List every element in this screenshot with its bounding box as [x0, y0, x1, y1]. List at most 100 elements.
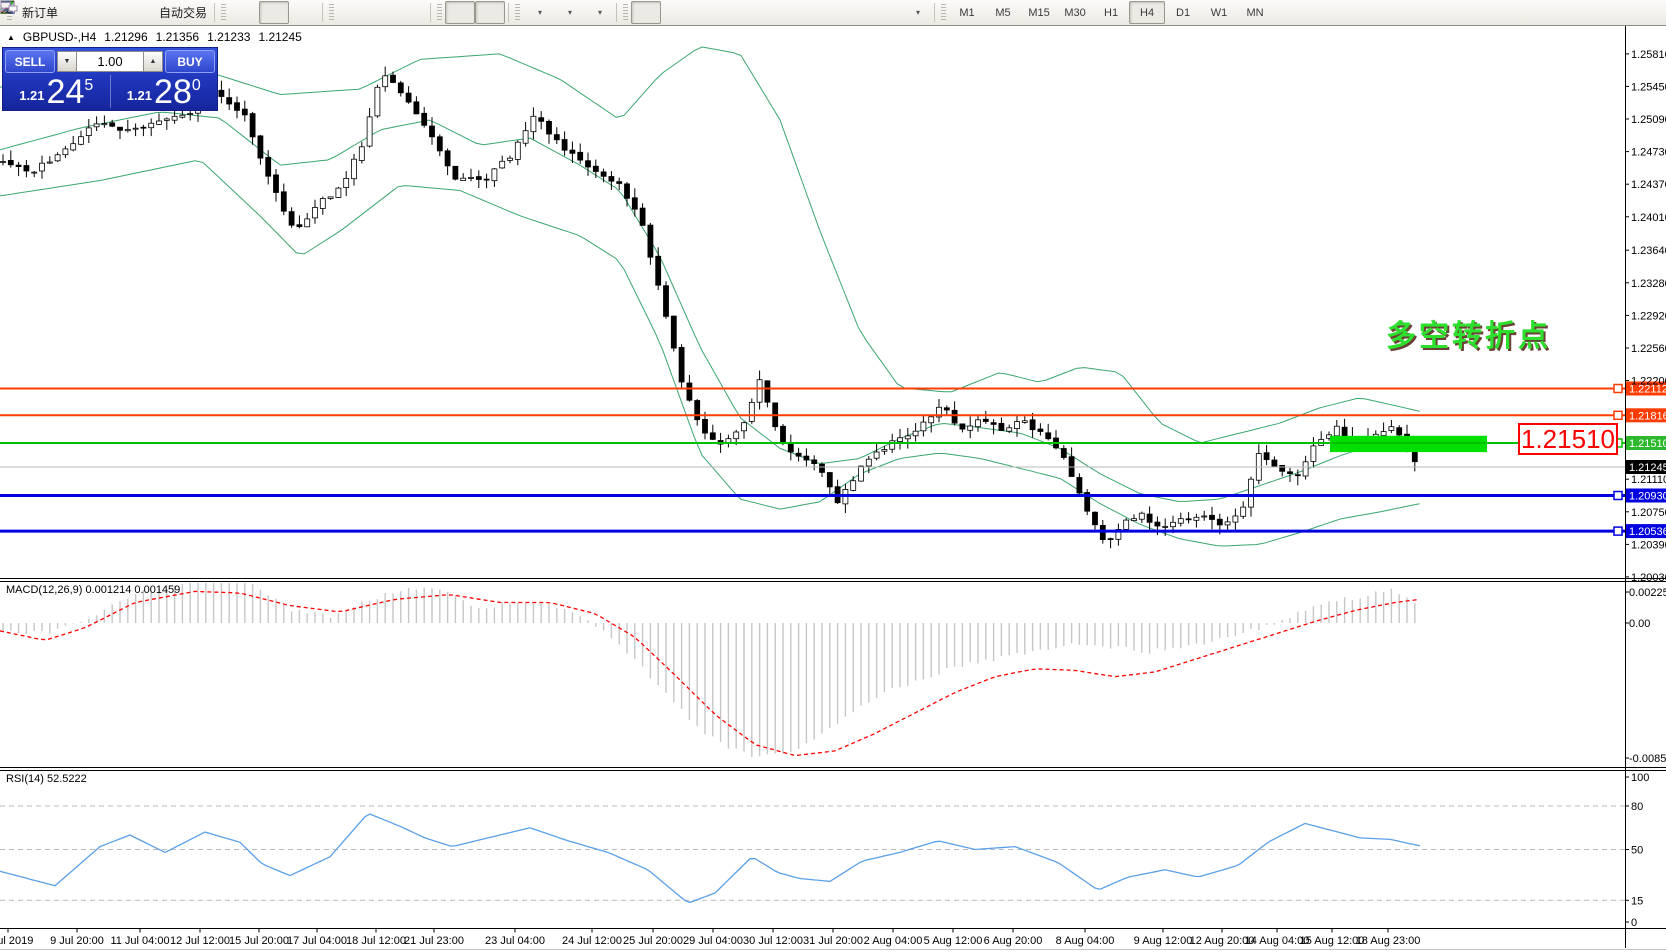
timeframe-h4-button[interactable]: H4	[1129, 1, 1166, 24]
volume-input[interactable]	[77, 51, 143, 72]
timeframe-mn-button[interactable]: MN	[1237, 1, 1273, 24]
timeframe-d1-button[interactable]: D1	[1165, 1, 1201, 24]
templates-button[interactable]: ▾	[0, 1, 613, 24]
time-axis-label[interactable]: 2 Aug 04:00	[864, 935, 923, 947]
time-axis-label[interactable]: 12 Aug 20:00	[1190, 935, 1255, 947]
time-axis-label[interactable]: 8 Jul 2019	[0, 935, 33, 947]
time-axis-label[interactable]: 18 Jul 12:00	[346, 935, 406, 947]
equidistant-channel-button[interactable]: E	[0, 0, 811, 24]
text-label-button[interactable]: T	[1, 1, 901, 24]
profiles-button[interactable]	[1, 1, 122, 24]
toolbar-grip[interactable]	[437, 3, 443, 22]
ohlc-open: 1.21296	[104, 30, 148, 44]
toolbar-separator	[214, 3, 216, 22]
toolbar-grip[interactable]	[221, 3, 227, 22]
new-order-button[interactable]: 新订单	[1, 1, 62, 24]
timeframe-h4-button-label: H4	[1140, 6, 1155, 19]
level-handle-square[interactable]	[1613, 410, 1623, 421]
level-handle-square[interactable]	[1613, 383, 1623, 394]
periods-button[interactable]: ▾	[1, 1, 583, 24]
level-handle-square[interactable]	[1613, 490, 1623, 501]
volume-decrease-button[interactable]: ▼	[57, 51, 77, 72]
rsi-axis-label: 100	[1631, 772, 1649, 784]
vertical-line-button[interactable]	[6, 1, 721, 24]
autotrade-button[interactable]: 自动交易	[0, 1, 211, 24]
sell-button[interactable]: SELL	[5, 50, 55, 73]
time-axis-label[interactable]: 9 Aug 12:00	[1134, 935, 1193, 947]
level-handle-square[interactable]	[1613, 526, 1623, 536]
symbol-info-bar: ▲ GBPUSD-,H4 1.21296 1.21356 1.21233 1.2…	[7, 30, 302, 44]
eraser-button[interactable]	[1, 1, 92, 24]
time-axis-label[interactable]: 23 Jul 04:00	[485, 935, 545, 947]
time-axis-label[interactable]: 25 Jul 20:00	[623, 935, 683, 947]
price-axis-label: 1.25450	[1631, 81, 1666, 93]
chart-shift-button[interactable]	[1, 1, 506, 24]
buy-price[interactable]: 1.21 28 0	[111, 73, 218, 110]
price-divider	[109, 75, 111, 108]
time-axis-label[interactable]: 5 Aug 12:00	[924, 935, 983, 947]
time-axis-label[interactable]: 21 Jul 23:00	[404, 935, 464, 947]
bar-chart-button[interactable]	[2, 1, 259, 24]
trendline-button[interactable]	[0, 0, 781, 24]
zoom-out-button[interactable]	[1, 0, 397, 24]
timeframe-m1-button-label: M1	[959, 6, 975, 19]
toolbar-grip[interactable]	[515, 3, 521, 22]
price-level-tag-text: 1.20930	[1629, 491, 1666, 503]
time-axis-label[interactable]: 24 Jul 12:00	[562, 935, 622, 947]
auto-scroll-button[interactable]	[1, 1, 476, 24]
turning-point-annotation: 多空转折点	[1386, 320, 1551, 353]
timeframe-m30-button[interactable]: M30	[1057, 1, 1093, 24]
volume-increase-button[interactable]: ▲	[143, 51, 163, 72]
price-level-tag-text: 1.21245	[1629, 462, 1666, 474]
timeframe-h1-button[interactable]: H1	[1093, 1, 1129, 24]
arrows-button[interactable]: ▾	[1, 1, 931, 24]
time-axis-label[interactable]: 18 Aug 23:00	[1356, 935, 1421, 947]
cursor-button[interactable]	[4, 1, 662, 24]
sell-price[interactable]: 1.21 24 5	[3, 73, 110, 110]
fibonacci-button[interactable]: F	[2, 1, 841, 24]
tile-windows-button[interactable]	[0, 0, 427, 24]
buy-button[interactable]: BUY	[165, 50, 215, 73]
collapse-panel-icon[interactable]: ▲	[7, 32, 15, 42]
price-level-tag	[1626, 381, 1666, 396]
candlestick-button[interactable]	[2, 1, 290, 24]
timeframe-m5-button[interactable]: M5	[985, 1, 1021, 24]
toolbar-grip[interactable]	[329, 3, 335, 22]
horizontal-line-button[interactable]	[1, 1, 751, 24]
time-axis-label[interactable]: 11 Jul 04:00	[110, 935, 169, 947]
time-axis-label[interactable]: 9 Jul 20:00	[50, 935, 104, 947]
timeframe-m15-button[interactable]: M15	[1021, 1, 1057, 24]
macd-signal-line	[0, 590, 1420, 757]
price-axis-label: 1.23640	[1631, 245, 1666, 257]
time-axis-label[interactable]: 15 Jul 20:00	[229, 935, 289, 947]
crosshair-button[interactable]	[1, 1, 691, 24]
timeframe-m1-button[interactable]: M1	[949, 1, 985, 24]
signals-button[interactable]	[2, 1, 152, 24]
chat-button[interactable]	[0, 1, 1662, 24]
zoom-in-button[interactable]	[1, 0, 367, 24]
rsi-axis-label: 15	[1631, 895, 1643, 907]
time-axis-label[interactable]: 29 Jul 04:00	[683, 935, 743, 947]
line-chart-button[interactable]	[0, 1, 319, 24]
search-button[interactable]	[1, 1, 1632, 24]
ohlc-close: 1.21245	[258, 30, 302, 44]
price-level-tag	[1626, 408, 1666, 423]
toolbar-grip[interactable]	[623, 3, 629, 22]
time-axis-label[interactable]: 15 Aug 12:00	[1300, 935, 1365, 947]
time-axis-label[interactable]: 12 Jul 12:00	[170, 935, 230, 947]
price-level-tag-text: 1.21816	[1629, 410, 1666, 422]
time-axis-label[interactable]: 30 Jul 12:00	[743, 935, 803, 947]
price-axis-label: 1.22920	[1631, 310, 1666, 322]
time-axis-label[interactable]: 17 Jul 04:00	[287, 935, 347, 947]
time-axis-label[interactable]: 6 Aug 20:00	[984, 935, 1043, 947]
toolbar-separator	[430, 3, 432, 22]
time-axis-label[interactable]: 14 Aug 04:00	[1245, 935, 1310, 947]
toolbar-grip[interactable]	[941, 3, 947, 22]
timeframe-w1-button[interactable]: W1	[1201, 1, 1237, 24]
text-button[interactable]: A	[4, 1, 871, 24]
time-axis-label[interactable]: 8 Aug 04:00	[1056, 935, 1115, 947]
time-axis-label[interactable]: 31 Jul 20:00	[803, 935, 863, 947]
indicators-button[interactable]: ▾	[1, 0, 553, 24]
